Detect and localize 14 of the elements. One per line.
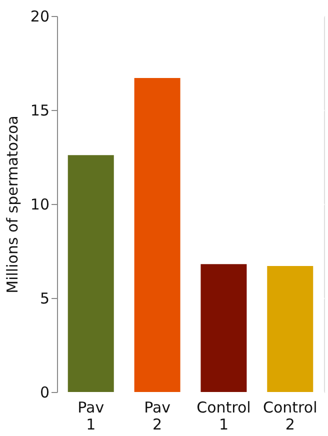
x-tick-label: Control 2	[263, 398, 318, 434]
y-tick-label: 0	[40, 384, 50, 402]
bar	[68, 155, 114, 392]
x-tick-label: Control 1	[196, 398, 251, 434]
y-tick-label: 15	[30, 102, 50, 120]
y-tick-label: 20	[30, 8, 50, 26]
bar	[134, 78, 180, 392]
y-tick-label: 5	[40, 290, 50, 308]
x-tick-label: Pav 2	[144, 398, 171, 434]
bar	[200, 264, 247, 392]
y-tick-label: 10	[30, 196, 50, 214]
bar	[267, 266, 314, 392]
x-tick-label: Pav 1	[78, 398, 104, 434]
y-axis-title: Millions of spermatozoa	[3, 116, 22, 294]
